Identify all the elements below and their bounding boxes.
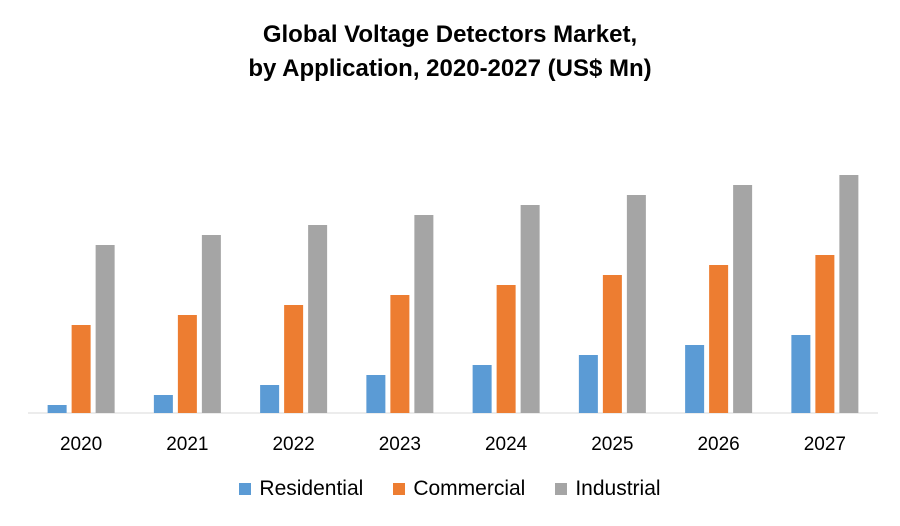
legend-label-residential: Residential [259, 477, 364, 500]
bar-residential-2024 [472, 365, 492, 413]
legend-label-industrial: Industrial [575, 477, 661, 500]
bar-commercial-2024 [496, 285, 516, 413]
chart-title-line-1: Global Voltage Detectors Market, [262, 21, 638, 48]
legend-swatch-industrial [555, 483, 568, 495]
bar-residential-2020 [47, 405, 67, 413]
bar-residential-2027 [791, 335, 811, 413]
bar-residential-2022 [260, 385, 280, 413]
bar-industrial-2025 [626, 195, 646, 413]
legend-item-industrial: Industrial [555, 477, 661, 501]
x-tick-label-2026: 2026 [697, 434, 739, 455]
x-tick-label-2027: 2027 [804, 434, 846, 455]
bar-industrial-2022 [308, 225, 328, 413]
x-tick-label-2021: 2021 [166, 434, 208, 455]
bar-commercial-2020 [71, 325, 91, 413]
chart-title-line-2: by Application, 2020-2027 (US$ Mn) [248, 55, 652, 82]
bar-industrial-2024 [520, 205, 540, 413]
x-tick-label-2023: 2023 [379, 434, 421, 455]
bar-commercial-2022 [284, 305, 304, 413]
bar-residential-2023 [366, 375, 386, 413]
bar-industrial-2021 [201, 235, 221, 413]
legend-swatch-commercial [393, 483, 406, 495]
bar-industrial-2026 [733, 185, 753, 413]
chart-title: Global Voltage Detectors Market, by Appl… [0, 18, 900, 86]
legend-item-commercial: Commercial [393, 477, 525, 501]
x-tick-label-2020: 2020 [60, 434, 102, 455]
legend-label-commercial: Commercial [413, 477, 526, 500]
bar-commercial-2026 [709, 265, 729, 413]
chart-legend: Residential Commercial Industrial [0, 477, 900, 501]
bar-industrial-2020 [95, 245, 115, 413]
x-tick-label-2024: 2024 [485, 434, 528, 455]
legend-item-residential: Residential [239, 477, 363, 501]
x-tick-label-2025: 2025 [591, 434, 633, 455]
bar-commercial-2027 [815, 255, 835, 413]
bar-industrial-2023 [414, 215, 434, 413]
bar-commercial-2025 [602, 275, 622, 413]
x-tick-label-2022: 2022 [272, 434, 314, 455]
bar-residential-2025 [578, 355, 598, 413]
bar-residential-2021 [153, 395, 173, 413]
legend-swatch-residential [239, 483, 252, 495]
bar-commercial-2021 [177, 315, 197, 413]
bar-industrial-2027 [839, 175, 859, 413]
bar-commercial-2023 [390, 295, 410, 413]
bar-residential-2026 [685, 345, 705, 413]
